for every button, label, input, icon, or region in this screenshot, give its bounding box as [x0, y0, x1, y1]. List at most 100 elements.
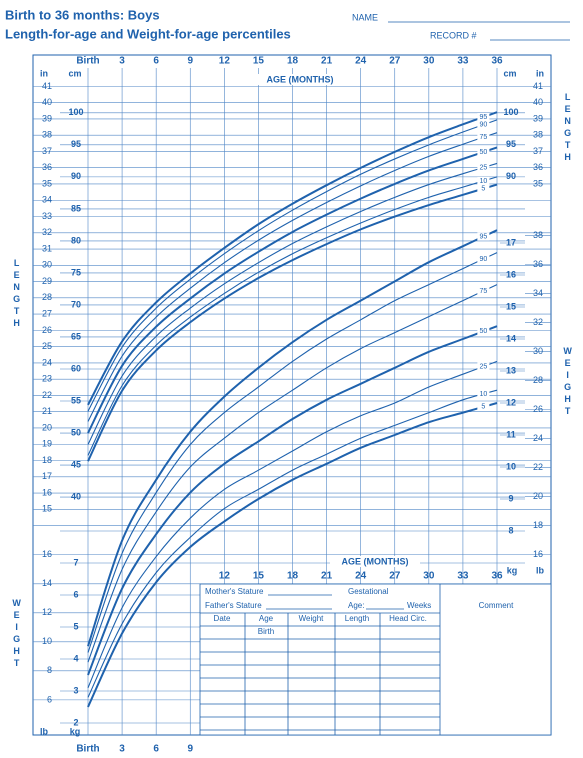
x-tick-label: 33 — [457, 56, 469, 67]
label-bg — [255, 74, 345, 85]
y-tick-label: 8 — [508, 525, 513, 535]
y2-tick-label: 41 — [533, 81, 543, 91]
x-tick-label: 12 — [219, 571, 231, 582]
y2-unit: in — [40, 68, 48, 78]
legend-label: 75 — [479, 134, 487, 141]
column-header: Length — [345, 614, 369, 623]
x-tick-label: 9 — [187, 56, 193, 67]
percentile-curve — [87, 284, 498, 663]
percentile-curve — [87, 229, 498, 647]
x-tick-label: 12 — [219, 56, 231, 67]
form-table — [200, 612, 440, 735]
y2-tick-label: 12 — [42, 607, 52, 617]
x-tick-label: 15 — [253, 56, 265, 67]
name-label: NAME — [352, 12, 378, 22]
y2-tick-label: 24 — [42, 357, 52, 367]
y-tick-label: 90 — [71, 171, 81, 181]
weight-axis-label: WEIGHT — [563, 346, 573, 418]
y-tick-label: 4 — [73, 653, 78, 663]
form-label: Mother's Stature — [205, 587, 264, 596]
y2-tick-label: 20 — [42, 422, 52, 432]
y-tick-label: 16 — [506, 269, 516, 279]
x-tick-label: 27 — [389, 56, 401, 67]
labels: AGE (MONTHS) AGE (MONTHS) in cm cm in lb… — [12, 56, 573, 755]
y-tick-label: 95 — [71, 139, 81, 149]
percentile-curve — [87, 146, 498, 434]
y2-tick-label: 21 — [42, 406, 52, 416]
y2-tick-label: 17 — [42, 471, 52, 481]
percentile-curve — [87, 183, 498, 462]
x-axis-label: AGE (MONTHS) — [342, 556, 409, 566]
record-label: RECORD # — [430, 30, 477, 40]
legend-label: 10 — [479, 391, 487, 398]
label-bg — [330, 556, 420, 567]
x-tick-label: 30 — [423, 56, 435, 67]
label-bg — [477, 184, 490, 193]
label-bg — [477, 120, 490, 129]
percentile-curve — [87, 325, 498, 676]
y2-tick-label: 28 — [42, 292, 52, 302]
y2-tick-label: 8 — [47, 665, 52, 675]
label-bg — [477, 390, 490, 399]
percentile-curve — [87, 176, 498, 456]
legend-label: 75 — [479, 288, 487, 295]
y-tick-label: 17 — [506, 237, 516, 247]
legend-label: 5 — [481, 185, 485, 192]
y2-tick-label: 23 — [42, 374, 52, 384]
x-tick-label: 18 — [287, 56, 299, 67]
label-bg — [477, 232, 490, 241]
y2-tick-label: 30 — [533, 346, 543, 356]
percentile-curve — [87, 119, 498, 412]
y2-tick-label: 32 — [533, 317, 543, 327]
form-label: Age: — [348, 601, 364, 610]
length-axis-label: LENGTH — [12, 258, 22, 330]
y2-tick-label: 38 — [42, 130, 52, 140]
y2-tick-label: 32 — [42, 227, 52, 237]
y-tick-label: 100 — [68, 107, 83, 117]
column-header: Head Circ. — [389, 614, 427, 623]
x-tick-label: 30 — [423, 571, 435, 582]
y2-tick-label: 38 — [533, 230, 543, 240]
x-tick-label: Birth — [76, 744, 99, 755]
y-tick-label: 70 — [71, 299, 81, 309]
legend-label: 90 — [479, 122, 487, 129]
label-bg — [477, 163, 490, 172]
form-label: Father's Stature — [205, 601, 262, 610]
percentile-curve — [87, 360, 498, 689]
y2-tick-label: 37 — [42, 146, 52, 156]
y2-tick-label: 40 — [533, 97, 543, 107]
birth-row-label: Birth — [258, 627, 274, 636]
y2-tick-label: 19 — [42, 439, 52, 449]
y-tick-label: 55 — [71, 395, 81, 405]
x-tick-label: 9 — [187, 744, 193, 755]
y-unit: kg — [70, 726, 81, 736]
y-tick-label: 12 — [506, 397, 516, 407]
legend-label: 25 — [479, 164, 487, 171]
legend-label: 50 — [479, 328, 487, 335]
y-tick-label: 50 — [71, 427, 81, 437]
x-tick-label: 18 — [287, 571, 299, 582]
legend-label: 25 — [479, 363, 487, 370]
legend-label: 90 — [479, 256, 487, 263]
y2-tick-label: 14 — [42, 578, 52, 588]
x-tick-label: Birth — [76, 56, 99, 67]
y-tick-label: 95 — [506, 139, 516, 149]
length-axis-label: LENGTH — [563, 92, 573, 164]
y2-unit: in — [536, 68, 544, 78]
form-label: Comment — [479, 601, 514, 610]
x-tick-label: 3 — [119, 56, 125, 67]
label-bg — [477, 133, 490, 142]
percentile-curve — [87, 111, 498, 406]
y-tick-label: 2 — [73, 717, 78, 727]
x-tick-label: 33 — [457, 571, 469, 582]
percentile-curve — [87, 389, 498, 698]
y2-unit: lb — [536, 565, 545, 575]
y-tick-label: 85 — [71, 203, 81, 213]
x-tick-label: 3 — [119, 744, 125, 755]
y2-tick-label: 24 — [533, 433, 543, 443]
y2-tick-label: 36 — [533, 259, 543, 269]
y2-tick-label: 40 — [42, 97, 52, 107]
y-unit: cm — [68, 68, 81, 78]
